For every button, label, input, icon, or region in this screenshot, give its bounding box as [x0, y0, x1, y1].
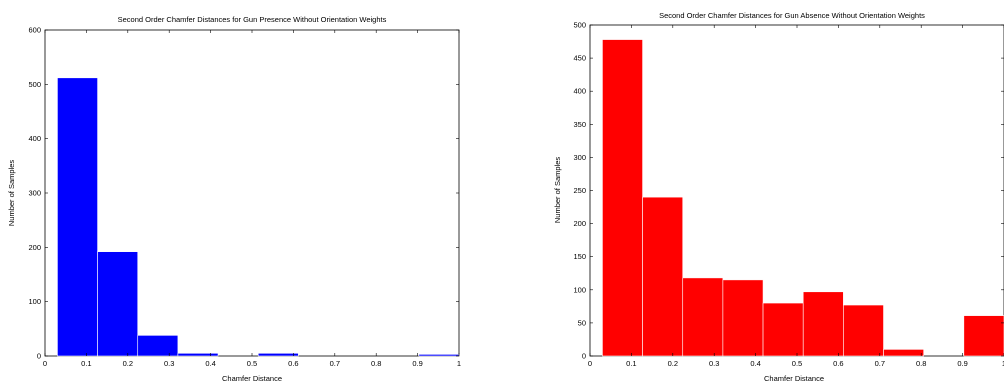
- bar: [418, 354, 460, 357]
- bar: [762, 302, 804, 357]
- y-tick-label: 450: [573, 54, 586, 63]
- y-tick-label: 0: [582, 352, 586, 361]
- bars: [57, 77, 460, 357]
- y-tick-label: 100: [28, 297, 41, 306]
- x-tick-label: 0.5: [247, 359, 257, 368]
- y-tick-label: 150: [573, 252, 586, 261]
- x-tick-label: 0.6: [288, 359, 298, 368]
- x-tick-label: 0: [588, 359, 592, 368]
- bar: [963, 315, 1004, 357]
- chart-title: Second Order Chamfer Distances for Gun A…: [659, 11, 925, 20]
- bar: [97, 251, 139, 357]
- x-axis-label: Chamfer Distance: [222, 374, 282, 383]
- x-tick-label: 0.8: [916, 359, 926, 368]
- x-tick-label: 0.4: [205, 359, 215, 368]
- bar: [57, 77, 98, 357]
- bar: [722, 279, 764, 357]
- bar: [802, 291, 844, 357]
- y-tick-label: 500: [573, 21, 586, 30]
- x-tick-label: 0.6: [833, 359, 843, 368]
- bars: [602, 39, 1004, 357]
- x-tick-label: 0.7: [330, 359, 340, 368]
- x-tick-label: 0.8: [371, 359, 381, 368]
- x-tick-label: 0.9: [412, 359, 422, 368]
- x-tick-label: 0.1: [626, 359, 636, 368]
- y-tick-label: 350: [573, 120, 586, 129]
- x-tick-label: 0.4: [750, 359, 760, 368]
- chart-gun-absence: Second Order Chamfer Distances for Gun A…: [553, 11, 1004, 383]
- bar: [137, 335, 179, 357]
- y-tick-label: 300: [28, 189, 41, 198]
- y-tick-label: 400: [573, 87, 586, 96]
- bar: [682, 277, 724, 357]
- y-axis-label: Number of Samples: [7, 160, 16, 227]
- x-axis-label: Chamfer Distance: [764, 374, 824, 383]
- y-tick-label: 600: [28, 26, 41, 35]
- bar: [843, 304, 884, 357]
- bar: [602, 39, 643, 357]
- x-ticks: 0 0.1 0.2 0.3 0.4 0.5 0.6 0.7 0.8 0.9 1: [43, 30, 461, 368]
- bar: [257, 352, 299, 357]
- y-tick-label: 200: [28, 243, 41, 252]
- bar: [642, 196, 684, 357]
- y-tick-label: 500: [28, 80, 41, 89]
- y-tick-label: 50: [578, 318, 586, 327]
- x-tick-label: 0.2: [123, 359, 133, 368]
- x-tick-label: 1: [457, 359, 461, 368]
- chart-title: Second Order Chamfer Distances for Gun P…: [118, 15, 387, 24]
- x-tick-label: 0.7: [875, 359, 885, 368]
- x-tick-label: 0.5: [792, 359, 802, 368]
- y-axis-label: Number of Samples: [553, 157, 562, 224]
- x-tick-label: 0.3: [709, 359, 719, 368]
- y-tick-label: 250: [573, 186, 586, 195]
- x-tick-label: 0.2: [668, 359, 678, 368]
- y-ticks: 0 100 200 300 400 500 600: [28, 26, 459, 361]
- y-tick-label: 400: [28, 134, 41, 143]
- y-tick-label: 200: [573, 219, 586, 228]
- y-tick-label: 300: [573, 153, 586, 162]
- bar: [883, 349, 924, 357]
- x-tick-label: 0: [43, 359, 47, 368]
- x-tick-label: 1: [1002, 359, 1004, 368]
- y-ticks: 0 50 100 150 200 250 300 350 400 450 500: [573, 21, 1004, 361]
- y-tick-label: 100: [573, 285, 586, 294]
- x-ticks: 0 0.1 0.2 0.3 0.4 0.5 0.6 0.7 0.8 0.9 1: [588, 25, 1004, 368]
- x-tick-label: 0.1: [81, 359, 91, 368]
- x-tick-label: 0.9: [957, 359, 967, 368]
- chart-gun-presence: Second Order Chamfer Distances for Gun P…: [7, 15, 461, 383]
- y-tick-label: 0: [37, 352, 41, 361]
- x-tick-label: 0.3: [164, 359, 174, 368]
- bar: [177, 352, 219, 357]
